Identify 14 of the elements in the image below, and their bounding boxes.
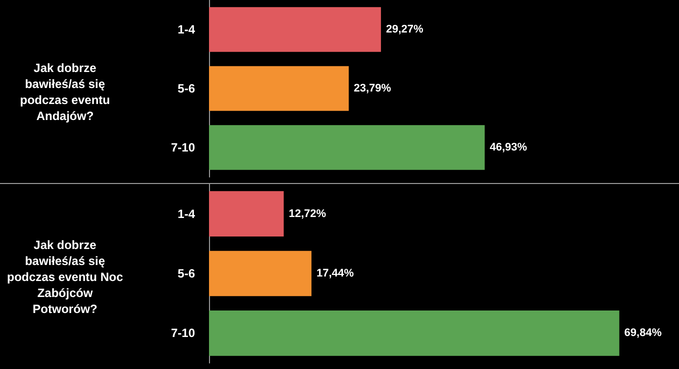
y-axis-title: Jak dobrze bawiłeś/aś się podczas eventu Andajów?: [18, 60, 112, 124]
y-tick-label: 1-4: [178, 22, 196, 36]
data-label: 12,72%: [288, 208, 326, 220]
data-label: 69,84%: [624, 327, 662, 340]
y-tick-label: 5-6: [178, 82, 196, 96]
data-label: 29,27%: [386, 24, 424, 36]
y-tick-label: 7-10: [170, 140, 196, 154]
y-tick-label: 1-4: [178, 206, 196, 221]
y-tick-label: 7-10: [170, 326, 196, 340]
data-label: 17,44%: [316, 268, 354, 280]
y-axis-title: Jak dobrze bawiłeś/aś się podczas eventu Noc Zabójców Potworów?: [6, 236, 124, 318]
y-tick-label: 5-6: [178, 266, 196, 280]
data-label: 23,79%: [354, 82, 392, 94]
data-label: 46,93%: [490, 142, 528, 154]
